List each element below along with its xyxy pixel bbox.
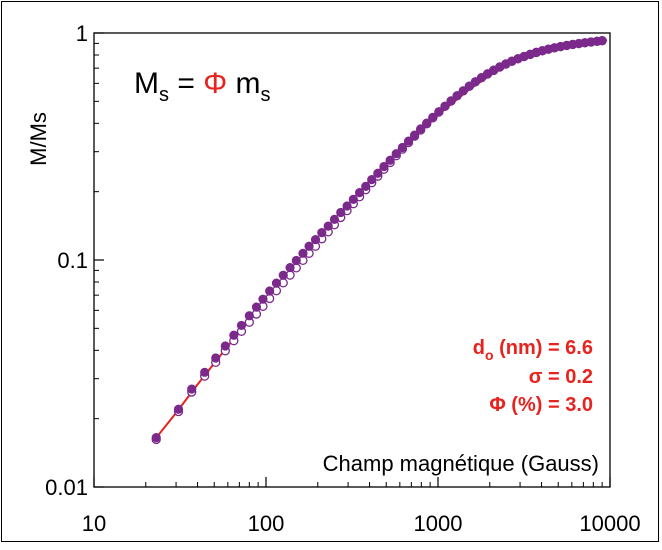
equation-m-subscript-2: s [260, 84, 270, 106]
data-point-filled [236, 320, 247, 331]
data-point-filled [329, 214, 340, 224]
param-diameter: do (nm) = 6.6 [473, 337, 593, 363]
data-point-filled [403, 136, 414, 146]
data-point-filled [278, 270, 288, 280]
data-point-filled [317, 228, 327, 238]
data-point-filled [229, 330, 239, 340]
data-point-filled [271, 278, 282, 288]
data-points-layer [151, 36, 607, 445]
x-axis-ticks: 10 100 1000 10000 [82, 477, 641, 536]
data-point-filled [354, 188, 365, 198]
data-point-filled [304, 241, 314, 251]
data-point-filled [151, 433, 161, 443]
equation-equals: = [169, 67, 203, 100]
data-point-filled [440, 101, 450, 111]
data-point-filled [361, 181, 371, 191]
data-point-filled [597, 36, 607, 46]
data-point-filled [265, 286, 275, 296]
equation-small-m: m [227, 67, 260, 100]
data-point-filled [211, 353, 221, 363]
data-point-filled [367, 175, 377, 185]
data-point-filled [220, 341, 230, 351]
param-diameter-value: (nm) = 6.6 [494, 337, 593, 359]
data-point-filled [251, 302, 262, 312]
data-point-filled [323, 221, 333, 231]
data-point-filled [379, 161, 389, 172]
param-phi: Φ (%) = 3.0 [489, 394, 593, 416]
data-point-filled [385, 155, 395, 165]
data-point-filled [428, 112, 438, 122]
param-diameter-label: d [473, 337, 485, 359]
param-diameter-subscript: o [485, 347, 494, 363]
data-point-filled [434, 107, 444, 117]
data-point-filled [373, 168, 383, 178]
data-point-filled [173, 404, 184, 414]
data-point-filled [310, 234, 321, 245]
data-point-filled [244, 311, 254, 321]
y-tick-label: 0.1 [57, 248, 88, 273]
data-point-filled [342, 201, 352, 211]
data-point-filled [416, 124, 426, 134]
y-axis-label: M/Ms [26, 112, 51, 166]
data-point-filled [348, 194, 358, 204]
data-point-filled [298, 248, 308, 258]
x-tick-label: 10000 [579, 511, 640, 536]
data-point-filled [452, 91, 462, 101]
data-point-filled [446, 96, 456, 106]
data-point-filled [200, 367, 210, 377]
data-point-filled [285, 262, 295, 273]
equation-m: M [134, 67, 159, 100]
y-tick-label: 1 [76, 21, 88, 46]
x-tick-label: 100 [248, 511, 285, 536]
data-point-filled [397, 142, 408, 153]
data-point-filled [187, 384, 197, 394]
data-point-filled [391, 149, 401, 159]
data-point-filled [458, 86, 468, 96]
equation-annotation: Ms = Φ ms [134, 67, 270, 106]
param-sigma: σ = 0.2 [529, 366, 593, 388]
x-tick-label: 1000 [414, 511, 463, 536]
data-point-filled [336, 207, 346, 218]
data-point-filled [258, 294, 268, 304]
figure-frame [1, 1, 659, 542]
x-tick-label: 10 [82, 511, 106, 536]
data-point-filled [409, 130, 420, 140]
y-tick-label: 0.01 [45, 475, 88, 500]
equation-m-subscript: s [159, 84, 169, 106]
x-axis-label: Champ magnétique (Gauss) [323, 451, 599, 476]
y-axis-ticks: 0.01 0.1 1 [45, 21, 104, 500]
data-point-filled [422, 118, 432, 128]
equation-phi: Φ [203, 67, 227, 100]
data-point-filled [291, 255, 301, 266]
